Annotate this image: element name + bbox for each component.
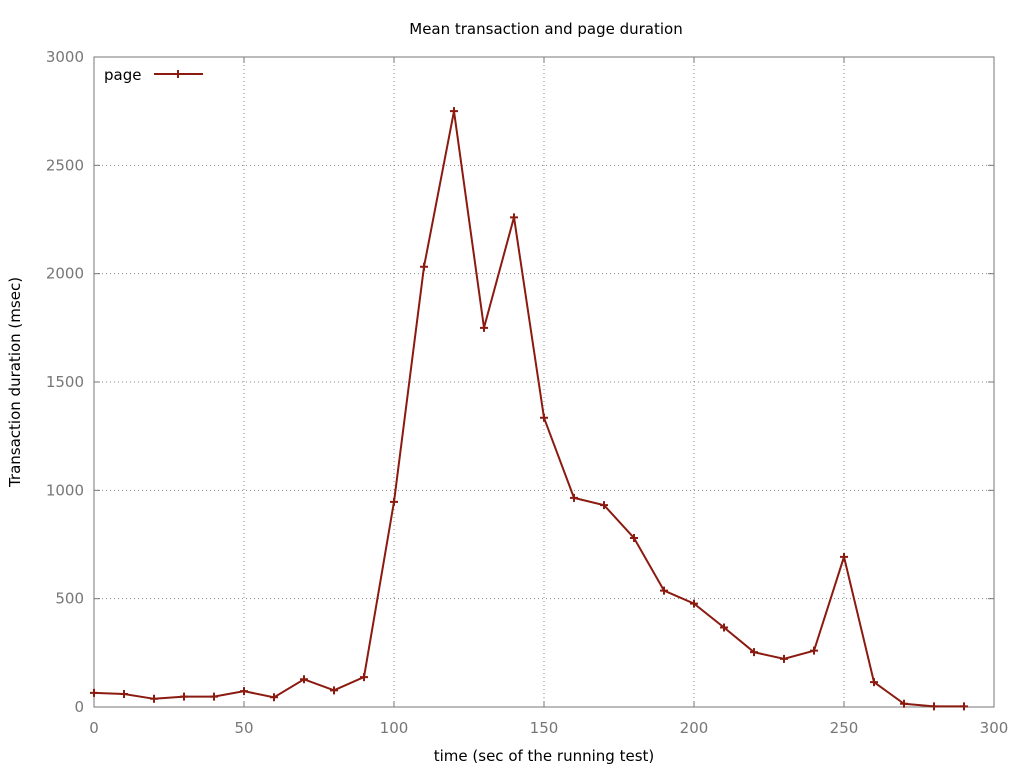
data-point <box>540 413 548 422</box>
data-point <box>870 678 878 687</box>
y-tick-label: 2500 <box>46 156 84 174</box>
data-point <box>330 686 338 695</box>
grid <box>94 57 994 707</box>
data-point <box>930 702 938 711</box>
data-point <box>270 693 278 702</box>
x-tick-label: 0 <box>89 719 99 737</box>
y-tick-label: 0 <box>74 698 84 716</box>
y-tick-label: 3000 <box>46 48 84 66</box>
data-point <box>720 623 728 632</box>
data-point <box>480 323 488 332</box>
data-point <box>660 586 668 595</box>
data-point <box>210 692 218 701</box>
x-axis-ticks: 0 50 100 150 200 250 300 <box>89 57 1008 737</box>
y-axis-label: Transaction duration (msec) <box>6 277 24 488</box>
data-point <box>90 688 98 697</box>
data-point <box>420 262 428 271</box>
y-axis-ticks: 0 500 1000 1500 2000 2500 3000 <box>46 48 994 716</box>
data-point <box>960 702 968 711</box>
data-point <box>780 654 788 663</box>
data-point <box>900 699 908 708</box>
x-tick-label: 50 <box>234 719 253 737</box>
data-point <box>450 107 458 116</box>
data-point <box>180 692 188 701</box>
data-point <box>510 213 518 222</box>
series-layer <box>90 107 968 711</box>
data-point <box>150 694 158 703</box>
data-point <box>390 497 398 506</box>
x-tick-label: 300 <box>980 719 1009 737</box>
chart-title: Mean transaction and page duration <box>409 20 682 38</box>
x-axis-label: time (sec of the running test) <box>434 747 655 765</box>
y-tick-label: 1000 <box>46 481 84 499</box>
legend-label-page: page <box>104 66 141 84</box>
x-tick-label: 100 <box>380 719 409 737</box>
legend-marker-page <box>174 70 182 78</box>
data-point <box>240 687 248 696</box>
legend: page <box>104 66 203 84</box>
y-tick-label: 1500 <box>46 373 84 391</box>
data-point <box>810 646 818 655</box>
data-point <box>630 534 638 542</box>
x-tick-label: 250 <box>830 719 859 737</box>
data-point <box>690 599 698 608</box>
data-point <box>120 690 128 698</box>
series-line-page <box>93 111 964 708</box>
data-point <box>300 675 308 684</box>
data-point <box>570 493 578 502</box>
data-point <box>600 501 608 510</box>
y-tick-label: 2000 <box>46 265 84 283</box>
data-point <box>750 648 758 657</box>
y-tick-label: 500 <box>55 590 84 608</box>
data-point <box>360 673 368 682</box>
data-point <box>840 552 848 561</box>
x-tick-label: 150 <box>530 719 559 737</box>
x-tick-label: 200 <box>680 719 709 737</box>
